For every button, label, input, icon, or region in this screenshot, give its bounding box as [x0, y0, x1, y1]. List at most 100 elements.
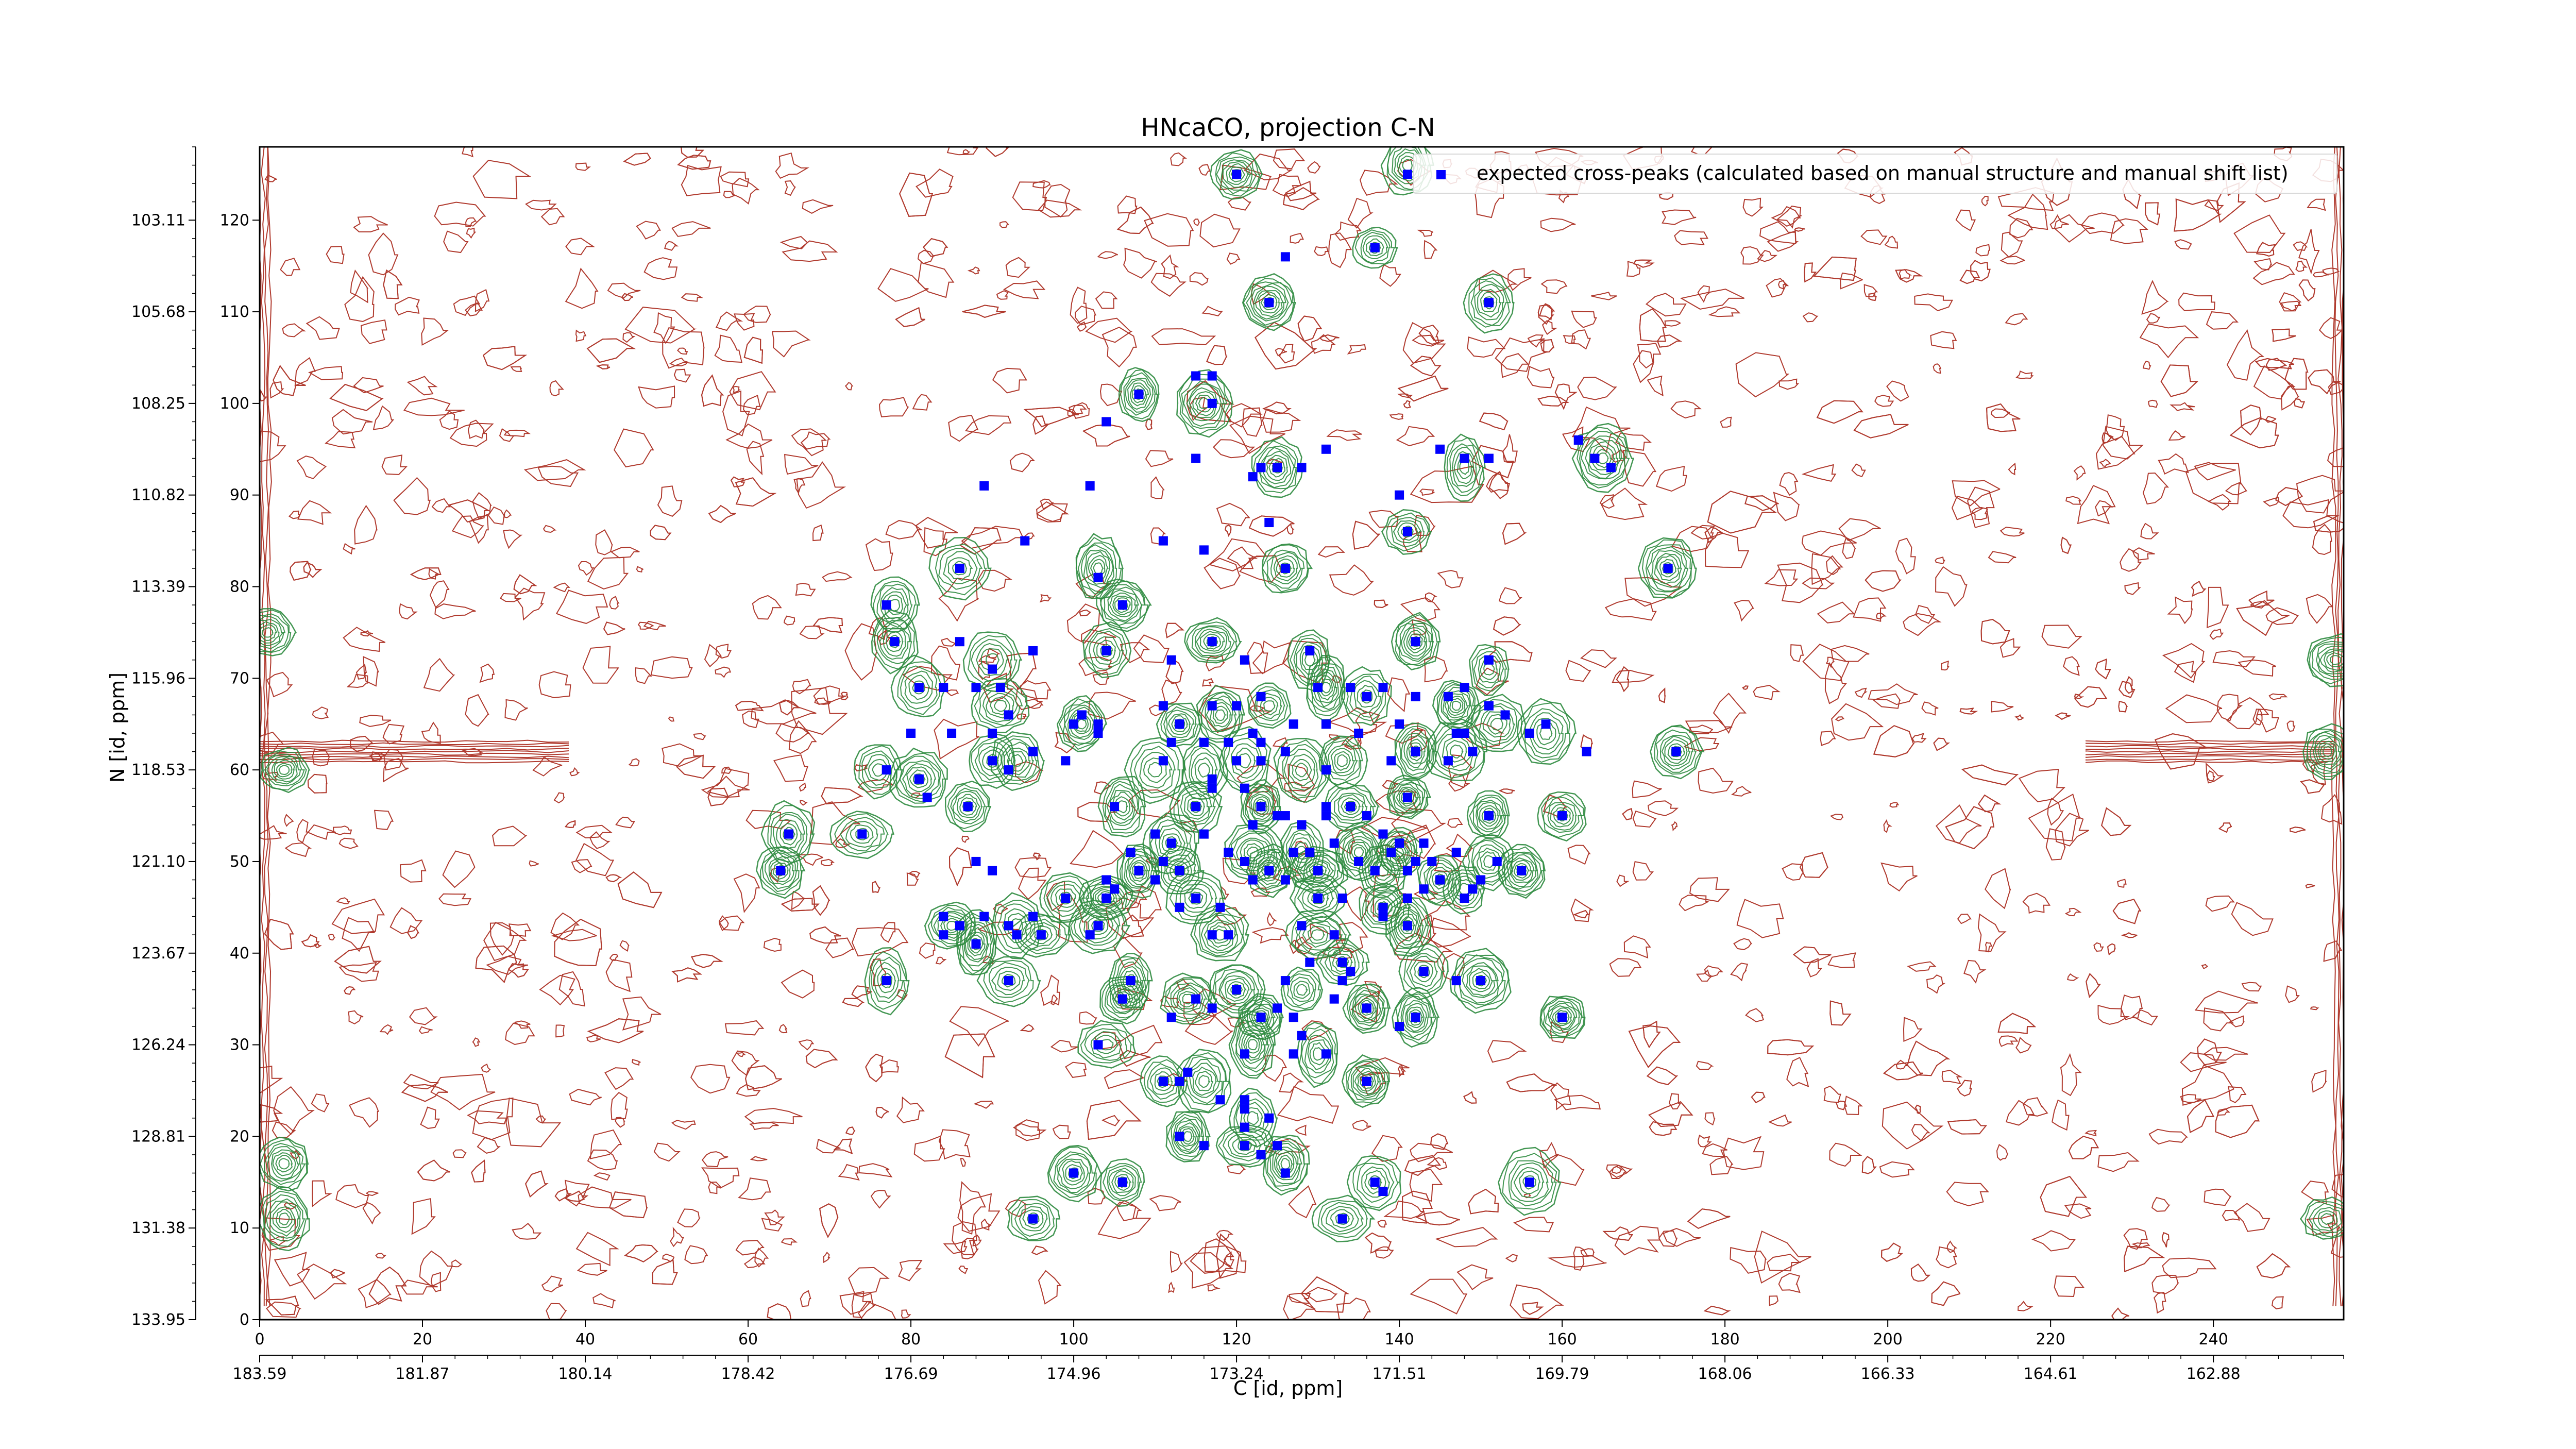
- noise-contour: [1829, 1000, 1852, 1026]
- noise-contour: [403, 1073, 439, 1090]
- noise-contour: [1565, 660, 1591, 682]
- contour-ring: [1548, 1002, 1578, 1031]
- contour-ring: [1280, 966, 1324, 1012]
- contour-ring: [1112, 956, 1149, 1007]
- y-ppm-tick-label: 108.25: [131, 395, 185, 413]
- noise-contour: [1811, 553, 1841, 585]
- noise-contour: [571, 859, 592, 873]
- noise-contour: [1014, 857, 1052, 878]
- noise-contour: [809, 926, 841, 944]
- contour-ring: [1248, 1005, 1274, 1031]
- noise-contour: [1860, 229, 1888, 245]
- noise-contour: [2280, 300, 2302, 312]
- noise-contour: [744, 1108, 803, 1124]
- noise-contour: [715, 666, 732, 678]
- noise-contour: [1911, 733, 1927, 743]
- contour-ring: [1229, 1087, 1278, 1148]
- noise-contour: [471, 1159, 486, 1183]
- contour-ring: [1414, 961, 1433, 983]
- contour-ring: [1426, 863, 1454, 897]
- contour-ring: [1423, 860, 1458, 900]
- noise-contour: [2146, 313, 2161, 324]
- noise-contour: [1996, 1143, 2009, 1161]
- noise-contour: [743, 336, 764, 364]
- noise-contour: [1573, 909, 1589, 919]
- noise-contour: [1879, 1161, 1915, 1178]
- noise-contour: [1069, 830, 1125, 868]
- contour-ring: [1449, 443, 1481, 493]
- contour-ring: [1215, 1124, 1277, 1168]
- expected-peak-marker: [988, 866, 997, 875]
- noise-contour: [525, 199, 557, 211]
- contour-ring: [1195, 394, 1213, 413]
- expected-peak-marker: [979, 912, 989, 921]
- contour-ring: [1357, 684, 1378, 708]
- contour-ring: [1553, 807, 1571, 825]
- contour-ring: [980, 648, 1004, 672]
- contour-ring: [1360, 1000, 1374, 1016]
- peak-contour: [1160, 972, 1217, 1025]
- noise-contour: [1359, 1071, 1386, 1095]
- contour-ring: [944, 780, 992, 832]
- contour-ring: [950, 787, 986, 824]
- noise-contour: [1999, 638, 2021, 658]
- noise-contour: [1032, 852, 1042, 861]
- noise-contour: [2308, 369, 2341, 395]
- noise-contour: [1945, 806, 1995, 850]
- noise-contour: [1886, 380, 1909, 402]
- y-ppm-tick-label: 126.24: [131, 1036, 185, 1054]
- noise-contour: [1050, 994, 1059, 1005]
- contour-ring: [1436, 682, 1479, 729]
- noise-contour: [2178, 292, 2215, 311]
- noise-contour: [967, 266, 980, 275]
- noise-contour: [743, 306, 771, 323]
- contour-ring: [1397, 522, 1418, 541]
- noise-contour: [833, 1138, 853, 1154]
- contour-ring: [1641, 539, 1693, 598]
- contour-ring: [1481, 807, 1497, 824]
- expected-peak-marker: [1175, 902, 1184, 912]
- expected-peak-marker: [1451, 976, 1461, 986]
- contour-ring: [1330, 748, 1355, 773]
- noise-contour: [1612, 669, 1655, 683]
- expected-peak-marker: [1468, 747, 1478, 756]
- contour-ring: [1221, 159, 1253, 191]
- noise-contour: [1036, 503, 1068, 522]
- noise-contour: [912, 394, 933, 411]
- contour-ring: [1014, 1203, 1050, 1237]
- noise-contour: [500, 593, 521, 602]
- contour-ring: [1083, 549, 1114, 588]
- contour-ring: [1451, 700, 1462, 711]
- contour-ring: [756, 846, 806, 899]
- noise-contour: [2305, 884, 2315, 889]
- peak-contour: [1075, 533, 1124, 600]
- expected-peak-marker: [1158, 701, 1168, 711]
- noise-contour: [1731, 786, 1752, 797]
- noise-contour: [609, 596, 620, 610]
- expected-peak-marker: [1175, 1076, 1184, 1086]
- contour-ring: [1365, 238, 1384, 257]
- noise-contour: [297, 500, 332, 525]
- noise-contour: [523, 459, 586, 481]
- contour-ring: [1268, 458, 1286, 478]
- contour-ring: [263, 1143, 306, 1185]
- contour-ring: [959, 797, 977, 816]
- noise-contour: [684, 1245, 708, 1265]
- x-tick-label: 40: [575, 1330, 595, 1349]
- contour-ring: [1387, 778, 1429, 818]
- expected-peak-marker: [1297, 1031, 1307, 1040]
- expected-peak-marker: [1557, 811, 1567, 821]
- noise-contour: [1168, 1282, 1175, 1293]
- contour-ring: [1121, 848, 1158, 892]
- contour-ring: [2302, 723, 2344, 781]
- contour-ring: [1664, 739, 1688, 764]
- contour-ring: [1446, 436, 1484, 497]
- noise-contour: [344, 986, 356, 995]
- noise-contour: [2099, 459, 2111, 467]
- contour-ring: [902, 763, 937, 796]
- noise-contour: [2226, 329, 2265, 381]
- noise-contour: [1397, 375, 1449, 402]
- contour-ring: [1398, 788, 1417, 807]
- noise-contour: [821, 858, 835, 867]
- noise-contour: [875, 1106, 889, 1119]
